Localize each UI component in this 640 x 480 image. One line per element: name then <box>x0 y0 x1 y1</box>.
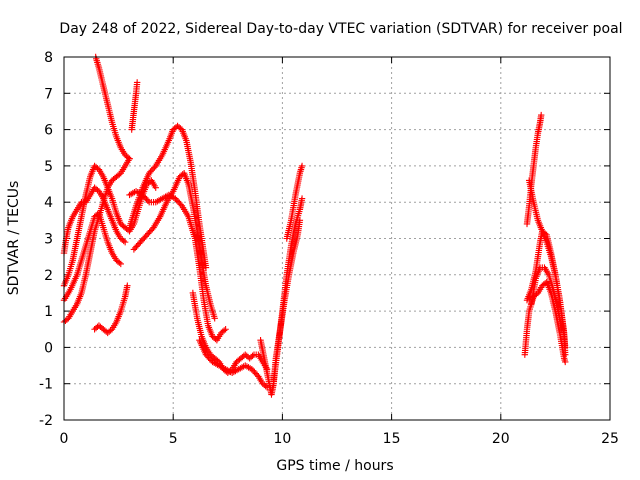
series-track-7 <box>91 282 131 337</box>
data-point <box>562 358 569 366</box>
data-point <box>538 111 545 119</box>
data-point <box>151 164 158 171</box>
y-tick-label: -1 <box>39 377 53 393</box>
data-points <box>60 53 569 398</box>
y-tick-label: 1 <box>44 304 53 320</box>
series-track-16 <box>523 111 545 228</box>
x-tick-label: 25 <box>601 431 619 447</box>
data-point <box>126 155 133 162</box>
y-tick-label: 4 <box>44 195 53 211</box>
data-point <box>149 225 156 233</box>
series-track-6 <box>128 79 141 133</box>
x-tick-label: 5 <box>169 431 178 447</box>
data-point <box>120 237 127 245</box>
y-tick-label: -2 <box>39 413 53 429</box>
y-tick-label: 0 <box>44 340 53 356</box>
series-track-10 <box>126 188 229 344</box>
data-point <box>211 315 218 322</box>
data-point <box>202 264 210 271</box>
data-point <box>121 238 129 246</box>
data-point <box>558 326 566 333</box>
y-axis-title: SDTVAR / TECUs <box>6 181 22 296</box>
data-point <box>124 282 131 289</box>
y-tick-label: 5 <box>44 159 53 175</box>
x-axis-title: GPS time / hours <box>276 458 393 474</box>
tick-labels: 0 5 10 15 20 25 -2 -1 0 1 2 3 4 5 6 7 8 <box>39 50 619 447</box>
data-point <box>249 352 256 360</box>
series-track-14 <box>270 195 306 384</box>
data-point <box>117 260 124 268</box>
data-point <box>124 154 132 161</box>
y-tick-label: 3 <box>44 232 53 248</box>
data-point <box>116 259 123 266</box>
series-track-13 <box>257 217 304 398</box>
x-tick-label: 0 <box>60 431 69 447</box>
series-track-12 <box>196 336 271 391</box>
data-point <box>144 197 152 204</box>
data-point <box>177 201 184 208</box>
data-point <box>298 195 306 202</box>
x-tick-label: 10 <box>273 431 291 447</box>
series-track-5 <box>92 53 133 162</box>
series-track-4 <box>60 155 133 326</box>
data-point <box>133 79 141 86</box>
series-track-9 <box>130 169 218 322</box>
series-track-15 <box>283 162 306 242</box>
y-tick-label: 7 <box>44 86 53 102</box>
chart-title: Day 248 of 2022, Sidereal Day-to-day VTE… <box>59 21 622 37</box>
data-point <box>542 230 549 237</box>
series-track-3 <box>60 209 124 304</box>
y-tick-label: 6 <box>44 123 53 139</box>
plot-frame <box>63 56 611 421</box>
data-point <box>222 326 229 333</box>
y-tick-label: 2 <box>44 268 53 284</box>
x-tick-label: 20 <box>492 431 510 447</box>
data-point <box>262 382 269 390</box>
series-track-8 <box>126 122 210 271</box>
series-track-20 <box>528 264 566 333</box>
data-point <box>298 162 306 170</box>
axis-ticks <box>63 56 611 421</box>
data-point <box>152 184 159 191</box>
data-point <box>253 371 261 379</box>
y-tick-label: 8 <box>44 50 53 66</box>
data-point <box>220 327 228 334</box>
x-tick-label: 15 <box>383 431 401 447</box>
